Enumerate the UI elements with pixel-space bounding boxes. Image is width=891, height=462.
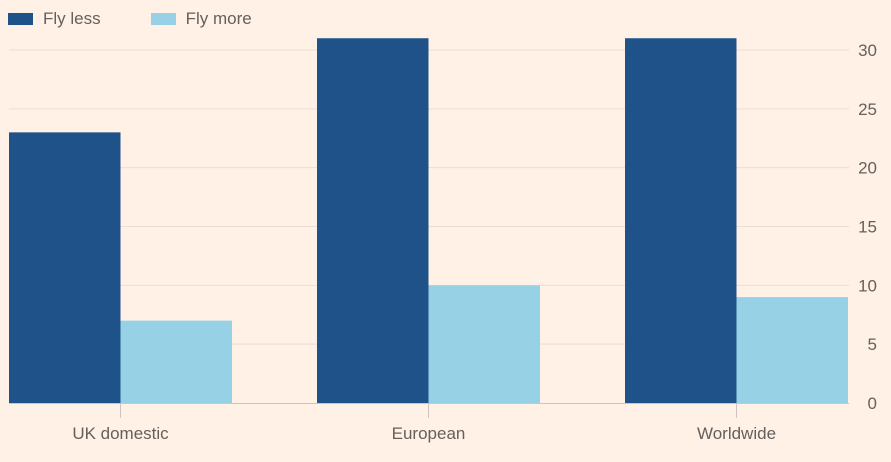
y-tick-label: 5 [868, 335, 877, 354]
bar-fly-less-uk-domestic [9, 132, 121, 403]
legend-label-fly-more: Fly more [185, 9, 252, 28]
x-tick-label: UK domestic [72, 424, 169, 443]
x-tick-label: European [392, 424, 466, 443]
legend-swatch-fly-more [150, 13, 176, 25]
legend-item-fly-more: Fly more [150, 9, 252, 29]
legend: Fly less Fly more [8, 8, 302, 30]
legend-item-fly-less: Fly less [8, 9, 101, 29]
y-tick-label: 10 [858, 276, 877, 295]
bar-fly-more-uk-domestic [120, 320, 232, 403]
y-tick-label: 25 [858, 100, 877, 119]
y-tick-label: 20 [858, 159, 877, 178]
x-tick-label: Worldwide [697, 424, 776, 443]
legend-swatch-fly-less [8, 13, 33, 25]
bar-fly-more-worldwide [736, 297, 848, 403]
y-tick-label: 15 [858, 218, 877, 237]
y-tick-label: 30 [858, 41, 877, 60]
y-tick-label: 0 [868, 394, 877, 413]
y-axis-ticks: 0 5 10 15 20 25 30 [858, 41, 877, 413]
legend-label-fly-less: Fly less [43, 9, 101, 28]
bar-fly-less-worldwide [625, 38, 737, 403]
bar-fly-less-european [317, 38, 429, 403]
x-axis-ticks: UK domestic European Worldwide [72, 403, 776, 443]
bars [9, 38, 848, 403]
bar-fly-more-european [428, 285, 540, 403]
